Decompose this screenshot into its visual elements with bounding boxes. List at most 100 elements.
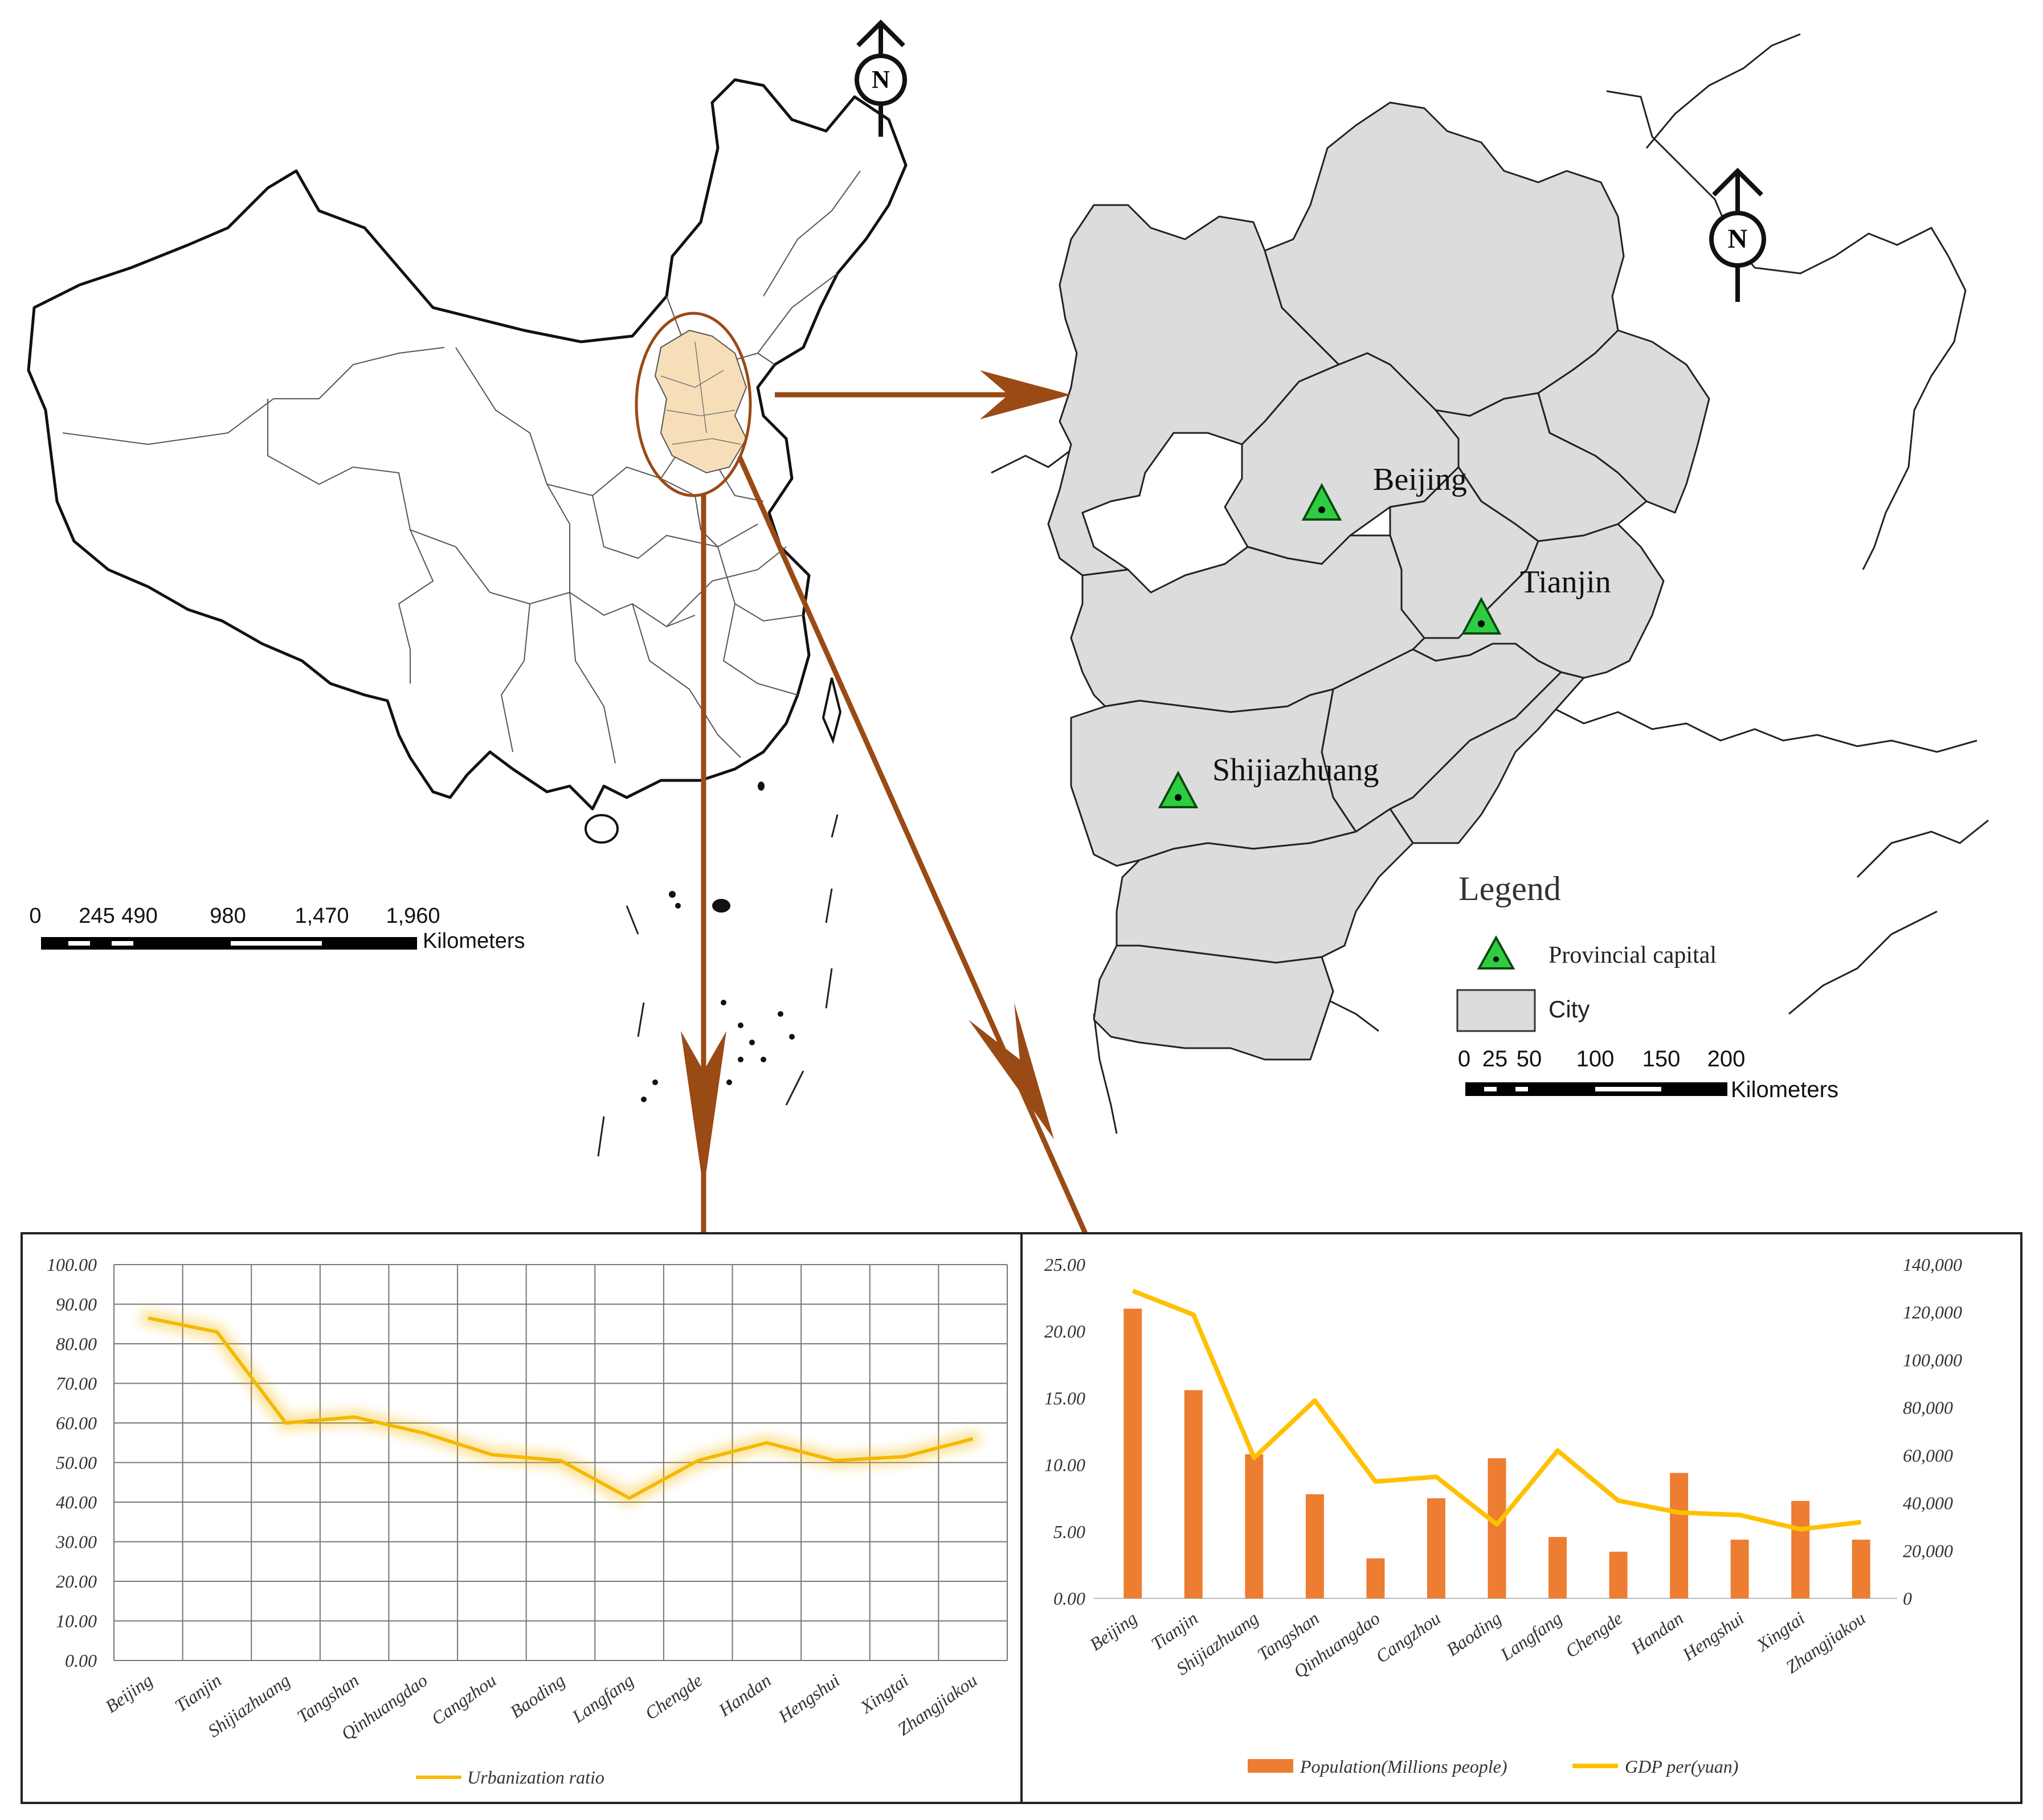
scale-bar-region: 0 25 50 100 150 200 Kilometers (1458, 1046, 1838, 1102)
connector-arrows (681, 370, 1088, 1234)
scale-tick: 0 (1458, 1046, 1470, 1071)
y-tick-label: 70.00 (56, 1373, 97, 1394)
scale-unit: Kilometers (1731, 1077, 1838, 1102)
legend-label: GDP per(yuan) (1625, 1756, 1738, 1777)
scale-tick: 1,470 (295, 904, 349, 928)
population-bar (1609, 1551, 1628, 1598)
population-bar (1184, 1390, 1203, 1598)
scale-tick: 0 (29, 904, 41, 928)
population-bar (1791, 1500, 1810, 1598)
legend-label: City (1548, 996, 1590, 1023)
y-tick-label: 60.00 (56, 1413, 97, 1433)
scale-tick: 100 (1576, 1046, 1615, 1071)
scale-tick: 50 (1517, 1046, 1542, 1071)
scale-unit: Kilometers (423, 929, 525, 953)
legend-label: Urbanization ratio (467, 1767, 604, 1788)
y-right-tick-label: 20,000 (1903, 1540, 1953, 1561)
legend-label: Provincial capital (1548, 942, 1717, 968)
y-left-tick-label: 20.00 (1044, 1321, 1085, 1342)
south-china-sea-islands (597, 782, 839, 1157)
y-tick-label: 20.00 (56, 1571, 97, 1592)
y-right-tick-label: 60,000 (1903, 1445, 1953, 1466)
region-map: Beijing Tianjin Shijiazhuang (991, 33, 1989, 1134)
y-right-tick-label: 0 (1903, 1588, 1912, 1609)
y-tick-label: 40.00 (56, 1492, 97, 1512)
series-line-urbanization (148, 1316, 974, 1500)
y-left-tick-label: 0.00 (1053, 1588, 1085, 1609)
capital-marker-beijing (1301, 482, 1342, 521)
scale-tick: 200 (1707, 1046, 1746, 1071)
y-right-axis-ticks: 0 20,000 40,000 60,000 80,000 100,000 120,000 1… (1903, 1254, 1962, 1609)
population-bar (1670, 1473, 1689, 1598)
population-bar (1245, 1454, 1264, 1598)
city-region (1047, 204, 1340, 576)
city-label-beijing: Beijing (1373, 462, 1467, 497)
scale-tick: 150 (1642, 1046, 1681, 1071)
y-axis-ticks: 0.00 10.00 20.00 30.00 40.00 50.00 60.00 70.00 8… (47, 1254, 97, 1671)
y-right-tick-label: 140,000 (1903, 1254, 1962, 1275)
y-tick-label: 80.00 (56, 1334, 97, 1354)
y-left-tick-label: 15.00 (1044, 1388, 1085, 1408)
north-arrow-region: N (1709, 167, 1766, 302)
y-left-tick-label: 10.00 (1044, 1455, 1085, 1475)
population-bar (1488, 1458, 1506, 1598)
china-map (27, 78, 908, 1157)
scale-tick: 490 (121, 904, 157, 928)
population-bar (1305, 1494, 1324, 1598)
map-legend: Legend Provincial capital City (1456, 870, 1717, 1032)
city-label-tianjin: Tianjin (1520, 565, 1611, 600)
taiwan-island (822, 677, 842, 745)
jing-jin-ji-region (654, 329, 747, 474)
bar-series (1123, 1308, 1870, 1598)
population-bar (1852, 1539, 1870, 1598)
y-tick-label: 90.00 (56, 1294, 97, 1315)
north-label: N (872, 66, 890, 93)
legend-capital-icon (1477, 935, 1515, 970)
north-label: N (1728, 224, 1748, 254)
scale-tick: 980 (210, 904, 246, 928)
legend-label: Population(Millions people) (1300, 1756, 1507, 1777)
capital-marker-tianjin (1461, 596, 1502, 635)
population-bar (1366, 1558, 1385, 1598)
population-bar (1427, 1498, 1445, 1598)
legend-title: Legend (1458, 870, 1561, 907)
chart-grid (113, 1264, 1008, 1661)
y-tick-label: 50.00 (56, 1453, 97, 1473)
y-right-tick-label: 80,000 (1903, 1397, 1953, 1418)
city-polygons (1047, 101, 1710, 1061)
scale-tick: 1,960 (386, 904, 440, 928)
y-right-tick-label: 120,000 (1903, 1302, 1962, 1323)
series-line-gdp (1131, 1289, 1862, 1532)
y-tick-label: 0.00 (65, 1650, 97, 1671)
y-tick-label: 30.00 (55, 1532, 97, 1552)
highlight-ellipse (635, 312, 752, 497)
y-left-tick-label: 25.00 (1044, 1254, 1085, 1275)
inner-region-borders (660, 341, 741, 445)
chart-legend: Urbanization ratio (416, 1767, 604, 1788)
city-label-shijiazhuang: Shijiazhuang (1212, 752, 1379, 788)
city-region (1093, 944, 1334, 1061)
chart-legend: Population(Millions people) GDP per(yuan… (1248, 1756, 1738, 1777)
population-bar (1730, 1539, 1749, 1598)
china-outline (27, 78, 908, 811)
capital-marker-shijiazhuang (1158, 770, 1199, 808)
y-right-tick-label: 40,000 (1903, 1493, 1953, 1514)
chart-frame-population-gdp (1020, 1232, 2022, 1804)
y-right-tick-label: 100,000 (1903, 1349, 1962, 1370)
scale-bar-china: 0 245 490 980 1,470 1,960 Kilometers (29, 904, 525, 953)
y-tick-label: 10.00 (56, 1611, 97, 1631)
y-left-tick-label: 5.00 (1053, 1522, 1085, 1542)
hainan-island (585, 814, 619, 844)
city-region (1389, 671, 1585, 844)
population-bar (1548, 1537, 1567, 1598)
scale-tick: 25 (1482, 1046, 1508, 1071)
y-left-axis-ticks: 0.00 5.00 10.00 15.00 20.00 25.00 (1044, 1254, 1085, 1609)
scale-tick: 245 (79, 904, 115, 928)
population-bar (1123, 1308, 1142, 1598)
arrow-head-icon (969, 1003, 1054, 1139)
y-tick-label: 100.00 (47, 1254, 97, 1275)
arrow-head-icon (681, 1031, 726, 1191)
north-arrow-china: N (855, 19, 907, 137)
arrow-head-icon (980, 370, 1071, 419)
